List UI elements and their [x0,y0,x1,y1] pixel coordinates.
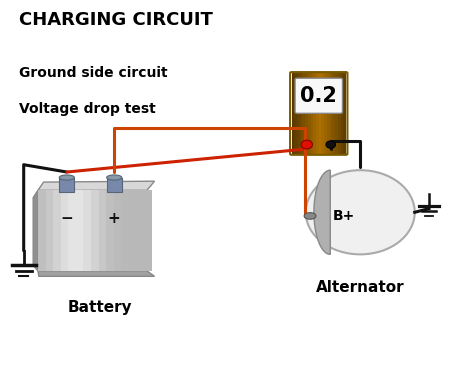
Bar [316,73,319,154]
Ellipse shape [59,175,74,180]
Bar [107,178,122,192]
Bar [340,73,343,154]
Bar [129,190,137,271]
Bar [321,73,324,154]
Bar [76,190,83,271]
Text: −: − [61,211,73,226]
Bar [330,73,332,154]
Bar [335,73,338,154]
Bar [59,178,74,192]
Bar [46,190,53,271]
Text: Voltage drop test: Voltage drop test [19,102,156,116]
Bar [308,73,310,154]
Bar [310,73,313,154]
Bar [300,73,302,154]
Text: Battery: Battery [67,300,132,315]
Bar [332,73,335,154]
Text: Alternator: Alternator [316,280,404,295]
Bar [137,190,144,271]
Bar [292,73,294,154]
Circle shape [326,141,336,148]
Text: Ground side circuit: Ground side circuit [19,66,168,80]
Bar [121,190,129,271]
Text: B+: B+ [333,209,355,223]
Bar [319,73,321,154]
Bar [324,73,327,154]
Bar [114,190,121,271]
Ellipse shape [107,175,122,180]
Polygon shape [38,181,155,190]
Polygon shape [33,190,38,271]
Bar [338,73,340,154]
Bar [38,190,46,271]
Bar [68,190,76,271]
Bar [313,73,316,154]
Text: 0.2: 0.2 [301,86,337,106]
Bar [144,190,152,271]
Polygon shape [38,271,155,276]
Text: CHARGING CIRCUIT: CHARGING CIRCUIT [19,11,213,29]
Bar [53,190,61,271]
FancyBboxPatch shape [295,78,342,113]
Bar [343,73,346,154]
Polygon shape [314,170,330,254]
Bar [91,190,99,271]
Polygon shape [38,190,147,271]
Bar [61,190,68,271]
Circle shape [301,140,312,149]
Bar [327,73,329,154]
Bar [99,190,106,271]
Ellipse shape [304,213,316,219]
Bar [297,73,300,154]
Bar [83,190,91,271]
Bar [106,190,114,271]
Bar [302,73,305,154]
Bar [294,73,297,154]
Bar [305,73,308,154]
Text: +: + [108,211,120,226]
Circle shape [306,170,415,254]
